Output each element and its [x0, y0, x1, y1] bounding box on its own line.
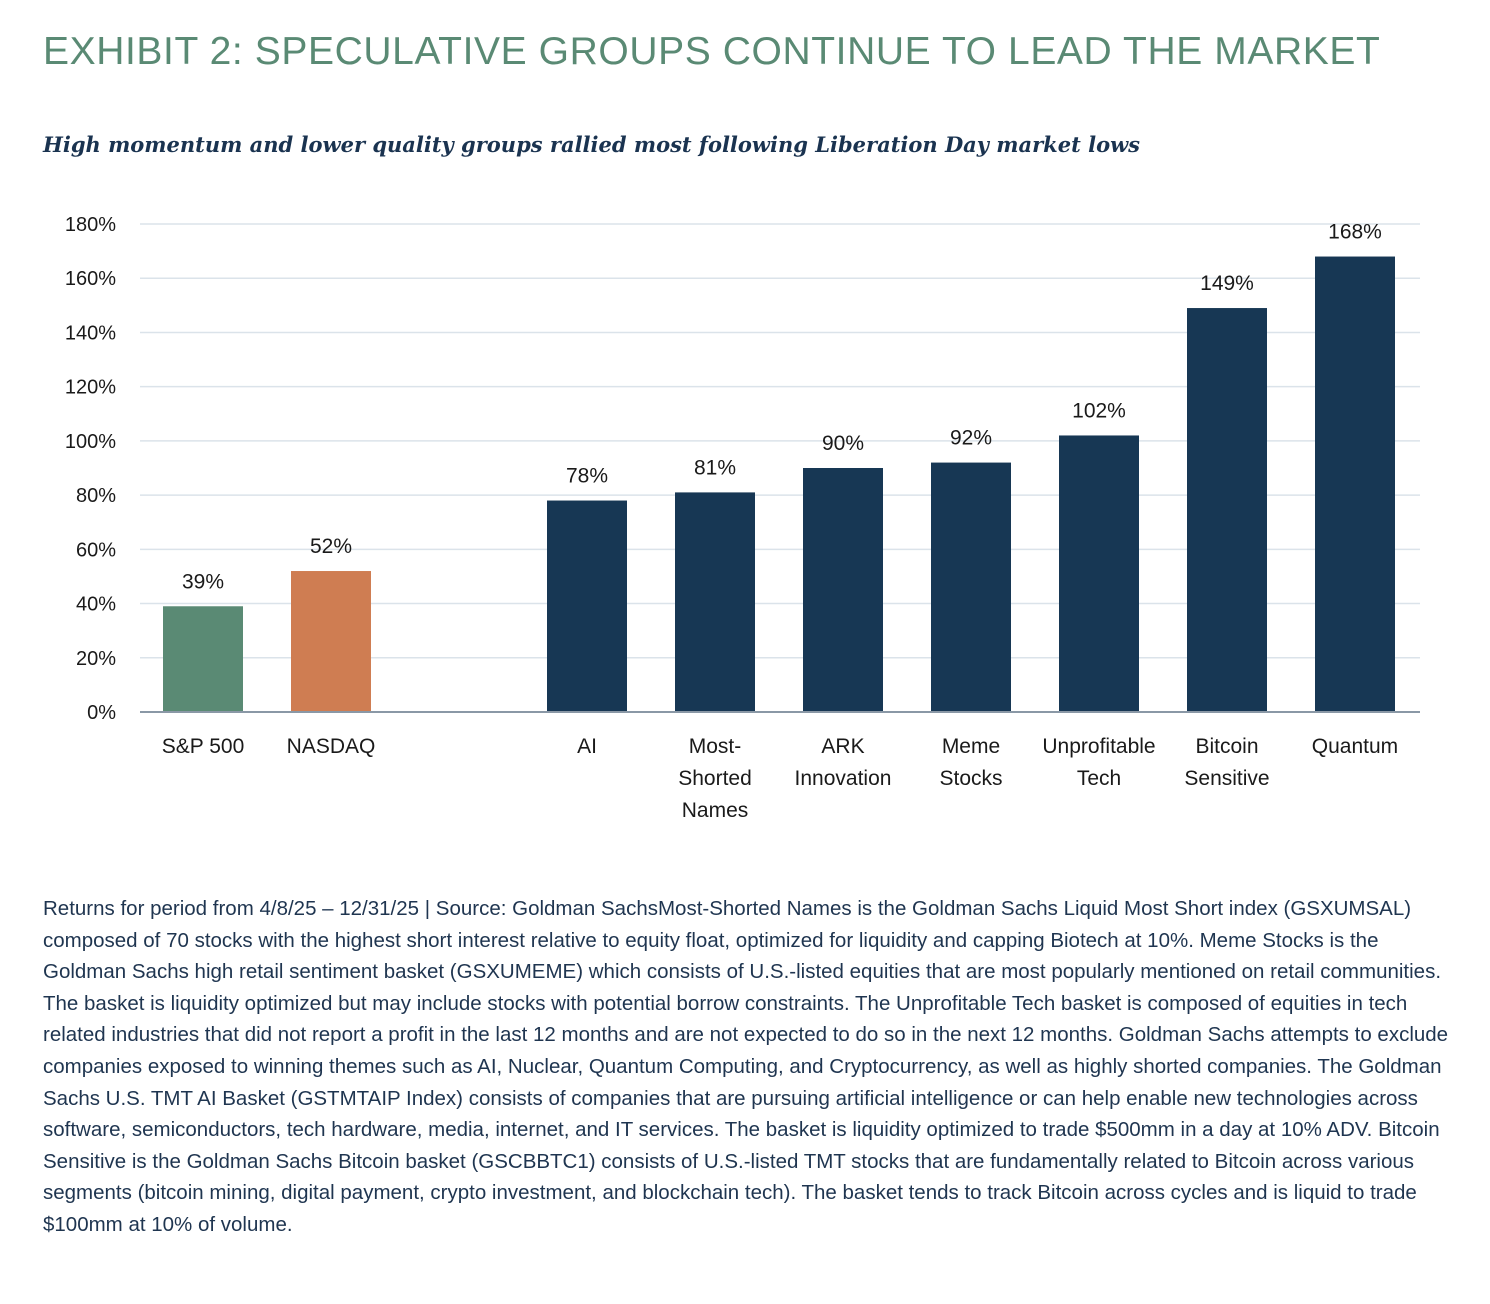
bar	[1187, 308, 1267, 712]
bar-chart: 0% 20% 40% 60% 80% 100% 120% 140% 160% 180% 39% 52…	[65, 214, 1420, 822]
exhibit-subtitle: High momentum and lower quality groups r…	[43, 132, 1140, 157]
data-labels: 39% 52% 78% 81% 90% 92% 102% 149% 168%	[182, 221, 1382, 594]
data-label: 81%	[694, 456, 736, 479]
category-label: Bitcoin Sensitive	[1184, 735, 1269, 790]
y-tick-label: 60%	[76, 539, 116, 561]
category-label: Unprofitable Tech	[1042, 735, 1155, 790]
data-label: 39%	[182, 570, 224, 593]
y-axis-ticks: 0% 20% 40% 60% 80% 100% 120% 140% 160% 180%	[65, 214, 116, 724]
bar	[675, 492, 755, 712]
data-label: 90%	[822, 432, 864, 455]
data-label: 168%	[1328, 221, 1382, 244]
category-label: ARK Innovation	[795, 735, 892, 790]
bar	[163, 606, 243, 712]
data-label: 78%	[566, 465, 608, 488]
bar	[547, 500, 627, 712]
bars	[163, 256, 1395, 712]
category-label: S&P 500	[162, 735, 245, 758]
data-label: 52%	[310, 535, 352, 558]
category-label: NASDAQ	[287, 735, 376, 758]
y-tick-label: 0%	[87, 702, 116, 724]
y-tick-label: 80%	[76, 485, 116, 507]
exhibit-title: EXHIBIT 2: SPECULATIVE GROUPS CONTINUE T…	[43, 30, 1381, 73]
category-label: Most-Shorted Names	[678, 735, 752, 822]
y-tick-label: 20%	[76, 648, 116, 670]
category-label: AI	[577, 735, 597, 758]
source-footnote: Returns for period from 4/8/25 – 12/31/2…	[43, 897, 1449, 1236]
data-label: 102%	[1072, 399, 1126, 422]
y-tick-label: 140%	[65, 322, 116, 344]
category-label: Quantum	[1312, 735, 1398, 758]
y-tick-label: 100%	[65, 431, 116, 453]
y-tick-label: 180%	[65, 214, 116, 236]
category-labels: S&P 500 NASDAQ AI Most-Shorted Names ARK Innov…	[162, 735, 1398, 822]
data-label: 92%	[950, 427, 992, 450]
data-label: 149%	[1200, 272, 1254, 295]
bar	[1315, 256, 1395, 712]
y-tick-label: 40%	[76, 594, 116, 616]
category-label: Meme Stocks	[939, 735, 1002, 790]
bar	[1059, 435, 1139, 712]
bar	[291, 571, 371, 712]
bar	[931, 462, 1011, 712]
y-tick-label: 160%	[65, 268, 116, 290]
bar	[803, 468, 883, 712]
y-tick-label: 120%	[65, 377, 116, 399]
